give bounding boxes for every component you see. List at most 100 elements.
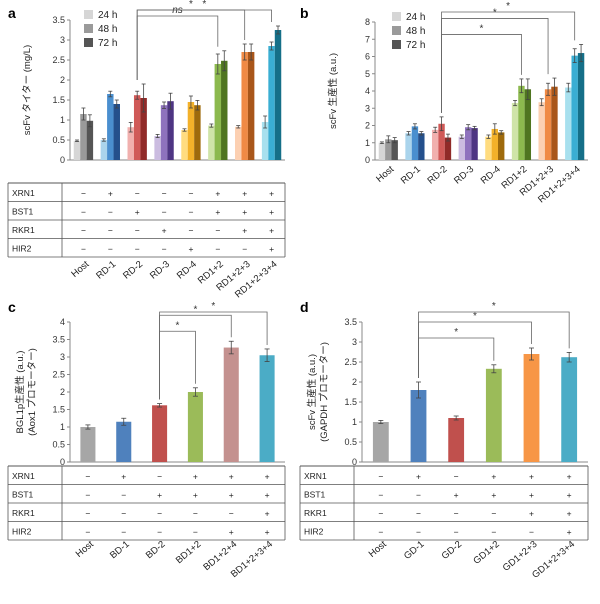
table-cell: − (193, 527, 198, 537)
significance-bracket (441, 34, 522, 113)
category-label: RD-1 (94, 259, 118, 282)
y-tick-label: 3.5 (52, 335, 65, 345)
table-cell: + (529, 509, 534, 519)
table-row-label: RKR1 (12, 225, 35, 235)
bar (431, 129, 439, 160)
table-row-label: XRN1 (12, 471, 35, 481)
y-tick-label: 1 (352, 417, 357, 427)
category-label: RD-3 (452, 164, 476, 187)
y-tick-label: 1.5 (52, 95, 65, 105)
category-label: RD-2 (121, 259, 145, 282)
table-cell: + (193, 472, 198, 482)
table-cell: + (265, 490, 270, 500)
table-cell: − (188, 207, 193, 217)
table-cell: − (85, 509, 90, 519)
bar (154, 136, 161, 160)
panel-letter: b (300, 5, 309, 21)
y-tick-label: 5 (365, 69, 370, 79)
category-label: Host (374, 164, 396, 185)
table-cell: − (454, 509, 459, 519)
category-label: RD-2 (425, 164, 449, 187)
legend-label: 48 h (98, 24, 117, 35)
significance-bracket (441, 18, 549, 113)
table-cell: + (242, 189, 247, 199)
table-cell: − (162, 244, 167, 254)
bar (464, 127, 472, 160)
table-cell: − (81, 226, 86, 236)
bar (551, 86, 558, 160)
table-row-label: HIR2 (12, 527, 32, 537)
panel-letter: d (300, 299, 309, 315)
y-tick-label: 2.5 (344, 357, 357, 367)
table-cell: − (157, 527, 162, 537)
category-label: Host (69, 259, 91, 280)
table-cell: − (193, 509, 198, 519)
significance-bracket (159, 311, 268, 400)
table-cell: − (378, 472, 383, 482)
table-cell: + (215, 189, 220, 199)
table-cell: − (229, 509, 234, 519)
table-cell: + (269, 226, 274, 236)
bar (113, 104, 120, 160)
y-tick-label: 0 (60, 155, 65, 165)
legend-swatch (84, 10, 93, 19)
bar (86, 120, 94, 160)
legend-label: 24 h (98, 10, 117, 21)
bar (418, 133, 425, 160)
table-row-label: RKR1 (304, 508, 327, 518)
bar (498, 132, 505, 160)
y-tick-label: 1 (365, 138, 370, 148)
y-tick-label: 3 (365, 103, 370, 113)
table-cell: − (81, 207, 86, 217)
table-cell: − (85, 490, 90, 500)
table-cell: + (135, 207, 140, 217)
category-label: RD-3 (148, 259, 172, 282)
y-axis-title: scFv 生産性 (a.u.) (306, 354, 318, 430)
bar (274, 30, 282, 160)
bar (152, 405, 168, 462)
y-axis-title: scFv 生産性 (a.u.) (327, 53, 339, 129)
significance-bracket (159, 330, 196, 400)
category-label: Host (367, 539, 389, 560)
significance-label: * (473, 311, 477, 322)
table-cell: + (242, 226, 247, 236)
bar (561, 357, 578, 462)
significance-label: * (480, 23, 484, 34)
table-row-label: BST1 (12, 207, 34, 217)
table-cell: − (188, 226, 193, 236)
table-cell: − (162, 207, 167, 217)
table-row-label: HIR2 (304, 527, 324, 537)
table-cell: − (108, 244, 113, 254)
significance-bracket (441, 11, 576, 113)
table-cell: + (229, 472, 234, 482)
bar (511, 103, 519, 160)
table-cell: + (269, 244, 274, 254)
table-cell: − (162, 189, 167, 199)
legend-swatch (392, 12, 401, 21)
y-tick-label: 3 (352, 337, 357, 347)
bar (444, 137, 452, 160)
y-axis-title: BGL1p生産性 (a.u.) (14, 351, 26, 434)
bar (80, 114, 87, 160)
table-cell: + (157, 490, 162, 500)
genotype-table: XRN1 − + − − − + + + BST1 − − + − − + + + RKR1 − − − + − − + + HIR2… (7, 182, 286, 258)
table-cell: + (416, 472, 421, 482)
bar (410, 390, 427, 462)
table-cell: − (378, 527, 383, 537)
category-label: BD1+2 (174, 539, 204, 566)
bar (235, 126, 242, 160)
table-cell: − (378, 509, 383, 519)
y-tick-label: 2 (352, 377, 357, 387)
table-cell: + (529, 472, 534, 482)
panel-letter: c (8, 299, 16, 315)
y-axis-subtitle: (GAPDH プロモーター) (319, 342, 330, 442)
significance-bracket (136, 15, 219, 80)
table-cell: + (229, 490, 234, 500)
significance-bracket (136, 9, 246, 80)
bar (181, 130, 188, 160)
bar (405, 133, 412, 160)
y-tick-label: 0.5 (344, 437, 357, 447)
y-tick-label: 3.5 (52, 15, 65, 25)
category-label: RD-1 (399, 164, 423, 187)
significance-label: * (493, 7, 497, 18)
